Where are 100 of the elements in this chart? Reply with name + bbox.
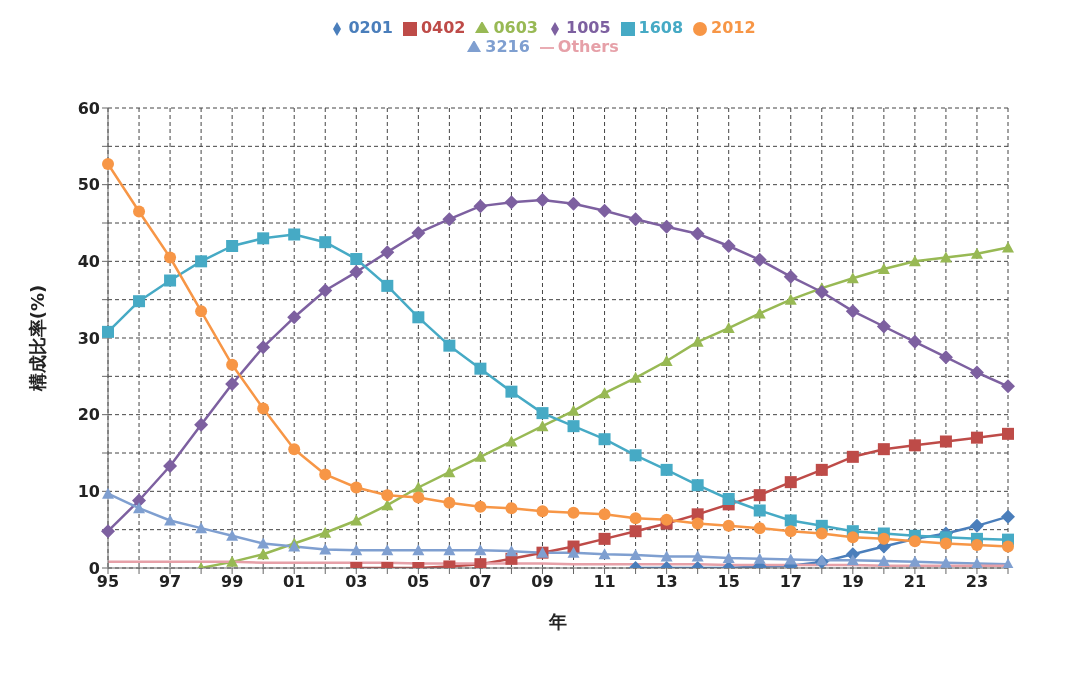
point (195, 522, 208, 534)
point (349, 265, 364, 280)
point (256, 340, 271, 355)
point (784, 525, 797, 538)
y-axis-title: 構成比率(%) (27, 284, 49, 393)
x-axis-title: 年 (548, 611, 567, 632)
point (598, 387, 611, 399)
point (784, 293, 797, 305)
point (257, 402, 270, 415)
x-tick-label: 11 (593, 572, 616, 592)
point (164, 514, 177, 526)
point (877, 532, 890, 545)
x-tick-label: 23 (965, 572, 989, 592)
point (660, 463, 673, 476)
x-tick-label: 07 (469, 572, 492, 592)
point (691, 479, 704, 492)
point (908, 255, 921, 267)
legend-label: 1608 (638, 18, 684, 37)
point (381, 544, 394, 556)
point (226, 529, 239, 541)
point (783, 269, 798, 284)
point (133, 295, 146, 308)
point (442, 212, 457, 227)
point (753, 552, 766, 564)
point (753, 489, 766, 502)
legend-label: 0201 (348, 18, 393, 37)
point (412, 311, 425, 324)
point (721, 239, 736, 253)
x-tick-label: 99 (221, 572, 244, 592)
point (412, 491, 425, 504)
point (505, 435, 518, 447)
point (846, 554, 859, 566)
point (164, 251, 177, 264)
legend-label: 3216 (485, 37, 530, 56)
point (877, 443, 890, 456)
point (133, 502, 146, 514)
point (753, 307, 766, 319)
point (474, 544, 487, 556)
point (846, 450, 859, 463)
point (628, 212, 643, 227)
point (691, 550, 704, 562)
point (753, 522, 766, 535)
point (566, 196, 581, 211)
point (504, 195, 519, 210)
point (970, 431, 983, 444)
point (443, 466, 456, 478)
point (287, 310, 302, 325)
y-tick-label: 10 (77, 482, 100, 502)
point (474, 500, 487, 513)
y-tick-label: 40 (77, 252, 100, 272)
point (598, 508, 611, 521)
point (194, 417, 209, 432)
point (474, 558, 487, 568)
point (567, 506, 580, 519)
point (195, 255, 208, 268)
point (567, 546, 580, 558)
point (877, 555, 890, 567)
point (969, 518, 984, 533)
point (1001, 379, 1015, 394)
point (257, 232, 270, 245)
y-tick-label: 30 (77, 328, 100, 348)
point (443, 496, 456, 509)
point (318, 283, 333, 298)
legend-label: 2012 (711, 18, 756, 37)
point (660, 513, 673, 526)
point (443, 544, 456, 556)
point (536, 505, 549, 518)
x-tick-label: 05 (407, 572, 430, 592)
point (598, 532, 611, 545)
point (784, 476, 797, 489)
point (876, 319, 891, 334)
point (629, 371, 642, 383)
legend-label: 1005 (566, 18, 611, 37)
point (381, 279, 394, 292)
point (629, 525, 642, 538)
point (970, 539, 983, 551)
point (257, 548, 270, 560)
x-tick-label: 03 (345, 572, 368, 592)
y-tick-label: 60 (77, 98, 100, 118)
point (567, 420, 580, 433)
point (164, 274, 177, 287)
point (226, 358, 239, 371)
point (815, 527, 828, 540)
point (1002, 241, 1014, 253)
x-tick-label: 21 (903, 572, 927, 592)
legend-label: 0603 (493, 18, 538, 37)
point (597, 203, 612, 218)
point (846, 531, 859, 544)
point (722, 322, 735, 334)
point (163, 459, 178, 474)
point (939, 537, 952, 550)
point (226, 555, 239, 567)
point (567, 404, 580, 416)
point (815, 463, 828, 476)
x-tick-label: 09 (531, 572, 554, 592)
point (845, 304, 860, 319)
point (535, 193, 550, 207)
point (629, 512, 642, 525)
point (908, 555, 921, 567)
point (753, 504, 766, 517)
